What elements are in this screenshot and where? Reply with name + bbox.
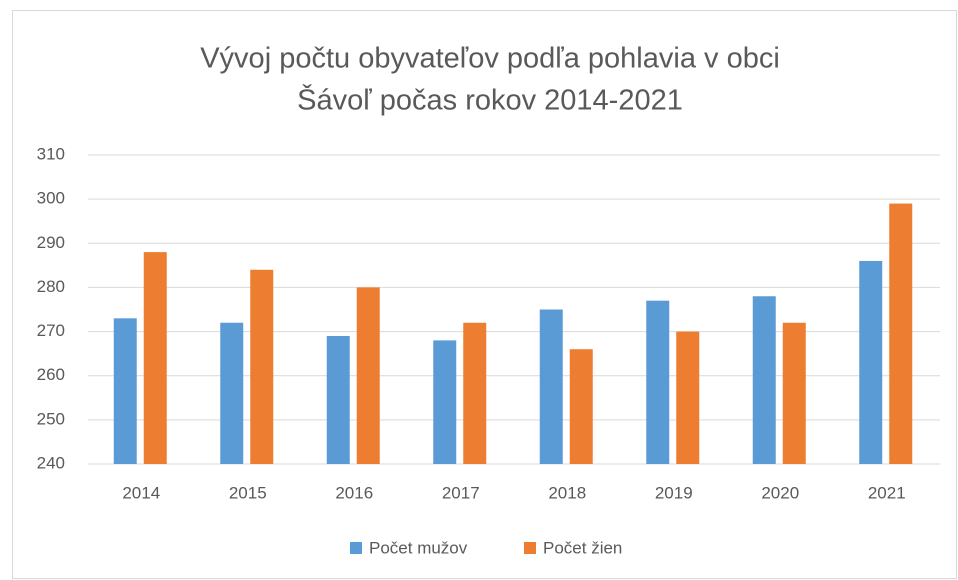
bar xyxy=(143,252,167,464)
legend-label: Počet mužov xyxy=(369,538,468,557)
bar xyxy=(463,322,487,464)
x-tick-label: 2016 xyxy=(335,483,373,502)
bar xyxy=(676,331,700,464)
x-tick-label: 2021 xyxy=(868,483,906,502)
y-tick-label: 250 xyxy=(37,409,65,428)
bar xyxy=(220,322,244,464)
x-tick-label: 2015 xyxy=(229,483,267,502)
x-tick-label: 2019 xyxy=(655,483,693,502)
bar xyxy=(569,349,593,464)
legend-label: Počet žien xyxy=(543,538,622,557)
y-tick-label: 260 xyxy=(37,365,65,384)
bar xyxy=(782,322,806,464)
bar xyxy=(646,300,670,464)
bar xyxy=(113,318,137,464)
y-tick-label: 270 xyxy=(37,321,65,340)
y-tick-label: 310 xyxy=(37,144,65,163)
bar xyxy=(356,287,380,464)
x-tick-label: 2020 xyxy=(761,483,799,502)
bar xyxy=(433,340,457,464)
chart-title: Vývoj počtu obyvateľov podľa pohlavia v … xyxy=(200,43,780,75)
x-tick-label: 2017 xyxy=(442,483,480,502)
legend-swatch xyxy=(524,542,536,554)
y-tick-label: 280 xyxy=(37,277,65,296)
bar xyxy=(752,296,776,464)
bar xyxy=(250,269,274,464)
bar xyxy=(859,260,883,464)
chart-title: Šávoľ počas rokov 2014-2021 xyxy=(297,83,683,117)
bar xyxy=(326,335,350,464)
y-tick-label: 300 xyxy=(37,189,65,208)
x-tick-label: 2018 xyxy=(548,483,586,502)
chart-frame xyxy=(12,10,957,579)
x-tick-label: 2014 xyxy=(122,483,160,502)
legend-swatch xyxy=(350,542,362,554)
bar xyxy=(539,309,563,464)
y-tick-label: 290 xyxy=(37,233,65,252)
bar xyxy=(889,203,913,465)
y-tick-label: 240 xyxy=(37,453,65,472)
